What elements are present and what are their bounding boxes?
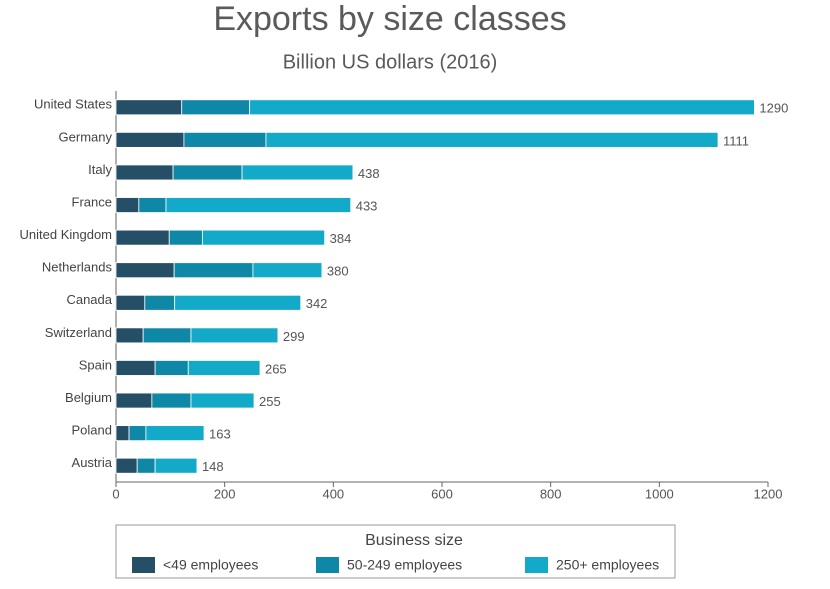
total-label: 380 <box>327 264 349 279</box>
x-tick-label: 200 <box>214 486 236 501</box>
legend-title: Business size <box>365 532 463 549</box>
y-tick-label: Switzerland <box>45 325 112 340</box>
bar-segment <box>115 425 130 442</box>
x-tick-label: 1000 <box>645 486 674 501</box>
chart-title: Exports by size classes <box>213 0 566 38</box>
bar-segment <box>115 327 144 344</box>
total-label: 433 <box>356 198 378 213</box>
x-tick-label: 1200 <box>754 486 783 501</box>
y-tick-label: Germany <box>59 129 113 144</box>
y-tick-label: France <box>72 194 112 209</box>
total-label: 265 <box>265 361 287 376</box>
x-tick-label: 0 <box>112 486 119 501</box>
total-label: 438 <box>358 166 380 181</box>
bar-segment <box>265 131 719 148</box>
y-tick-label: Poland <box>72 423 112 438</box>
x-tick-label: 600 <box>431 486 453 501</box>
bar-segment <box>115 229 170 246</box>
bar-segment <box>144 294 176 311</box>
bar-segment <box>249 99 755 116</box>
legend-box <box>115 524 676 579</box>
bar-segment <box>145 425 205 442</box>
bar-segment <box>201 229 326 246</box>
bar-segment <box>115 294 146 311</box>
bar-segment <box>168 229 203 246</box>
legend-swatch <box>525 557 548 573</box>
bar-segment <box>115 360 156 376</box>
bar-segment <box>181 99 251 116</box>
bar-segment <box>183 131 267 148</box>
bar-segment <box>154 360 189 376</box>
bar-segment <box>138 197 167 213</box>
bar-segment <box>165 197 352 213</box>
y-tick-label: Spain <box>79 357 112 372</box>
bar-segment <box>173 262 254 279</box>
total-label: 255 <box>259 394 281 409</box>
bar-segment <box>115 262 175 279</box>
bar-segment <box>190 392 255 409</box>
legend-label: 50-249 employees <box>347 557 462 573</box>
y-tick-label: Netherlands <box>42 260 113 275</box>
bar-segment <box>142 327 192 344</box>
bar-segment <box>128 425 147 442</box>
bar-segment <box>190 327 279 344</box>
legend-label: <49 employees <box>163 557 258 573</box>
bar-segment <box>115 164 174 181</box>
y-tick-label: United States <box>34 97 113 112</box>
legend-swatch <box>316 557 339 573</box>
total-label: 384 <box>330 231 352 246</box>
total-label: 1111 <box>723 133 749 148</box>
bar-segment <box>115 457 138 474</box>
legend-label: 250+ employees <box>556 557 659 573</box>
bar-segment <box>252 262 323 279</box>
bar-segment <box>115 131 185 148</box>
total-label: 163 <box>209 427 231 442</box>
chart-subtitle: Billion US dollars (2016) <box>283 51 498 73</box>
bar-segment <box>172 164 243 181</box>
bar-segment <box>115 197 140 213</box>
total-label: 148 <box>202 459 224 474</box>
total-label: 1290 <box>759 101 788 116</box>
bar-segment <box>187 360 261 376</box>
y-tick-label: United Kingdom <box>20 227 113 242</box>
bar-segment <box>154 457 198 474</box>
total-label: 342 <box>306 296 328 311</box>
y-tick-label: Belgium <box>65 390 112 405</box>
bar-segment <box>115 99 183 116</box>
bar-segment <box>151 392 192 409</box>
legend-swatch <box>132 557 155 573</box>
x-tick-label: 400 <box>322 486 344 501</box>
bar-segment <box>115 392 153 409</box>
y-tick-label: Austria <box>72 455 113 470</box>
y-tick-label: Canada <box>66 292 112 307</box>
bar-segment <box>136 457 156 474</box>
y-tick-label: Italy <box>88 162 112 177</box>
total-label: 299 <box>283 329 305 344</box>
bar-segment <box>241 164 354 181</box>
bar-segment <box>174 294 302 311</box>
x-tick-label: 800 <box>540 486 562 501</box>
